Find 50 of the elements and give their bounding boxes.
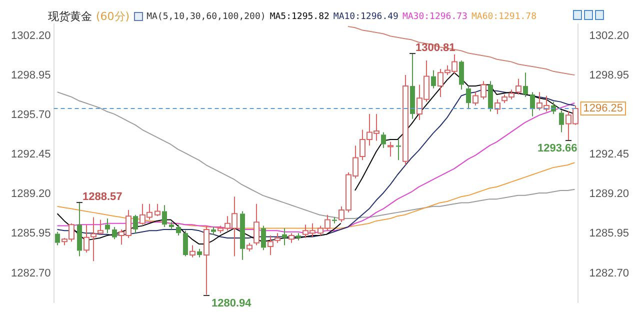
annotation: 1300.81 xyxy=(416,42,456,54)
candlestick xyxy=(112,226,117,240)
candlestick xyxy=(282,228,287,246)
annotation: 1293.66 xyxy=(537,142,578,155)
candlestick xyxy=(488,80,493,112)
candlestick xyxy=(169,222,174,230)
candlestick xyxy=(133,214,138,234)
y-tick-label: 1285.95 xyxy=(10,228,51,240)
y-tick-label: 1289.20 xyxy=(10,188,51,200)
candlestick xyxy=(459,60,464,90)
candlestick xyxy=(55,231,60,246)
candlestick xyxy=(240,210,245,260)
ref-line-label: 1296.25 xyxy=(583,102,624,115)
y-tick-label: 1292.45 xyxy=(10,148,51,161)
text: MA5:1295.82 xyxy=(270,12,330,22)
candlestick xyxy=(396,138,401,161)
y2-tick-label: 1289.20 xyxy=(589,188,630,200)
text: MA(5,10,30,60,100,200) xyxy=(146,12,266,22)
annotation: 1280.94 xyxy=(212,298,252,310)
candlestick xyxy=(332,216,337,224)
annotation: 1288.57 xyxy=(82,191,122,204)
y-tick-label: 1295.70 xyxy=(10,109,51,122)
candlestick xyxy=(162,204,167,228)
text: MA30:1296.73 xyxy=(402,12,468,22)
y2-tick-label: 1285.95 xyxy=(589,228,630,240)
candlestick xyxy=(261,225,266,251)
y2-tick-label: 1282.70 xyxy=(589,267,630,280)
text: MA10:1296.49 xyxy=(333,12,398,22)
y-tick-label: 1302.20 xyxy=(10,30,51,42)
candlestick xyxy=(105,218,110,234)
text: MA60:1291.78 xyxy=(471,12,537,22)
candlestick xyxy=(381,132,386,149)
candlestick xyxy=(197,248,202,258)
candlestick xyxy=(431,70,436,89)
candlestick xyxy=(211,226,216,235)
y2-tick-label: 1292.45 xyxy=(589,148,630,161)
y2-tick-label: 1302.20 xyxy=(589,30,630,42)
candlestick xyxy=(559,110,564,133)
chart-subtitle: (60分) xyxy=(96,9,130,24)
chart-title: 现货黄金 xyxy=(48,9,92,24)
y-tick-label: 1282.70 xyxy=(10,267,51,280)
y2-tick-label: 1298.95 xyxy=(589,70,630,82)
candlestick xyxy=(296,232,301,241)
candlestick xyxy=(410,52,415,120)
candlestick xyxy=(530,92,535,117)
candlestick xyxy=(523,72,528,98)
candlestick xyxy=(183,230,188,257)
y-tick-label: 1298.95 xyxy=(10,70,51,82)
candlestick xyxy=(176,224,181,236)
candlestick xyxy=(77,201,82,257)
